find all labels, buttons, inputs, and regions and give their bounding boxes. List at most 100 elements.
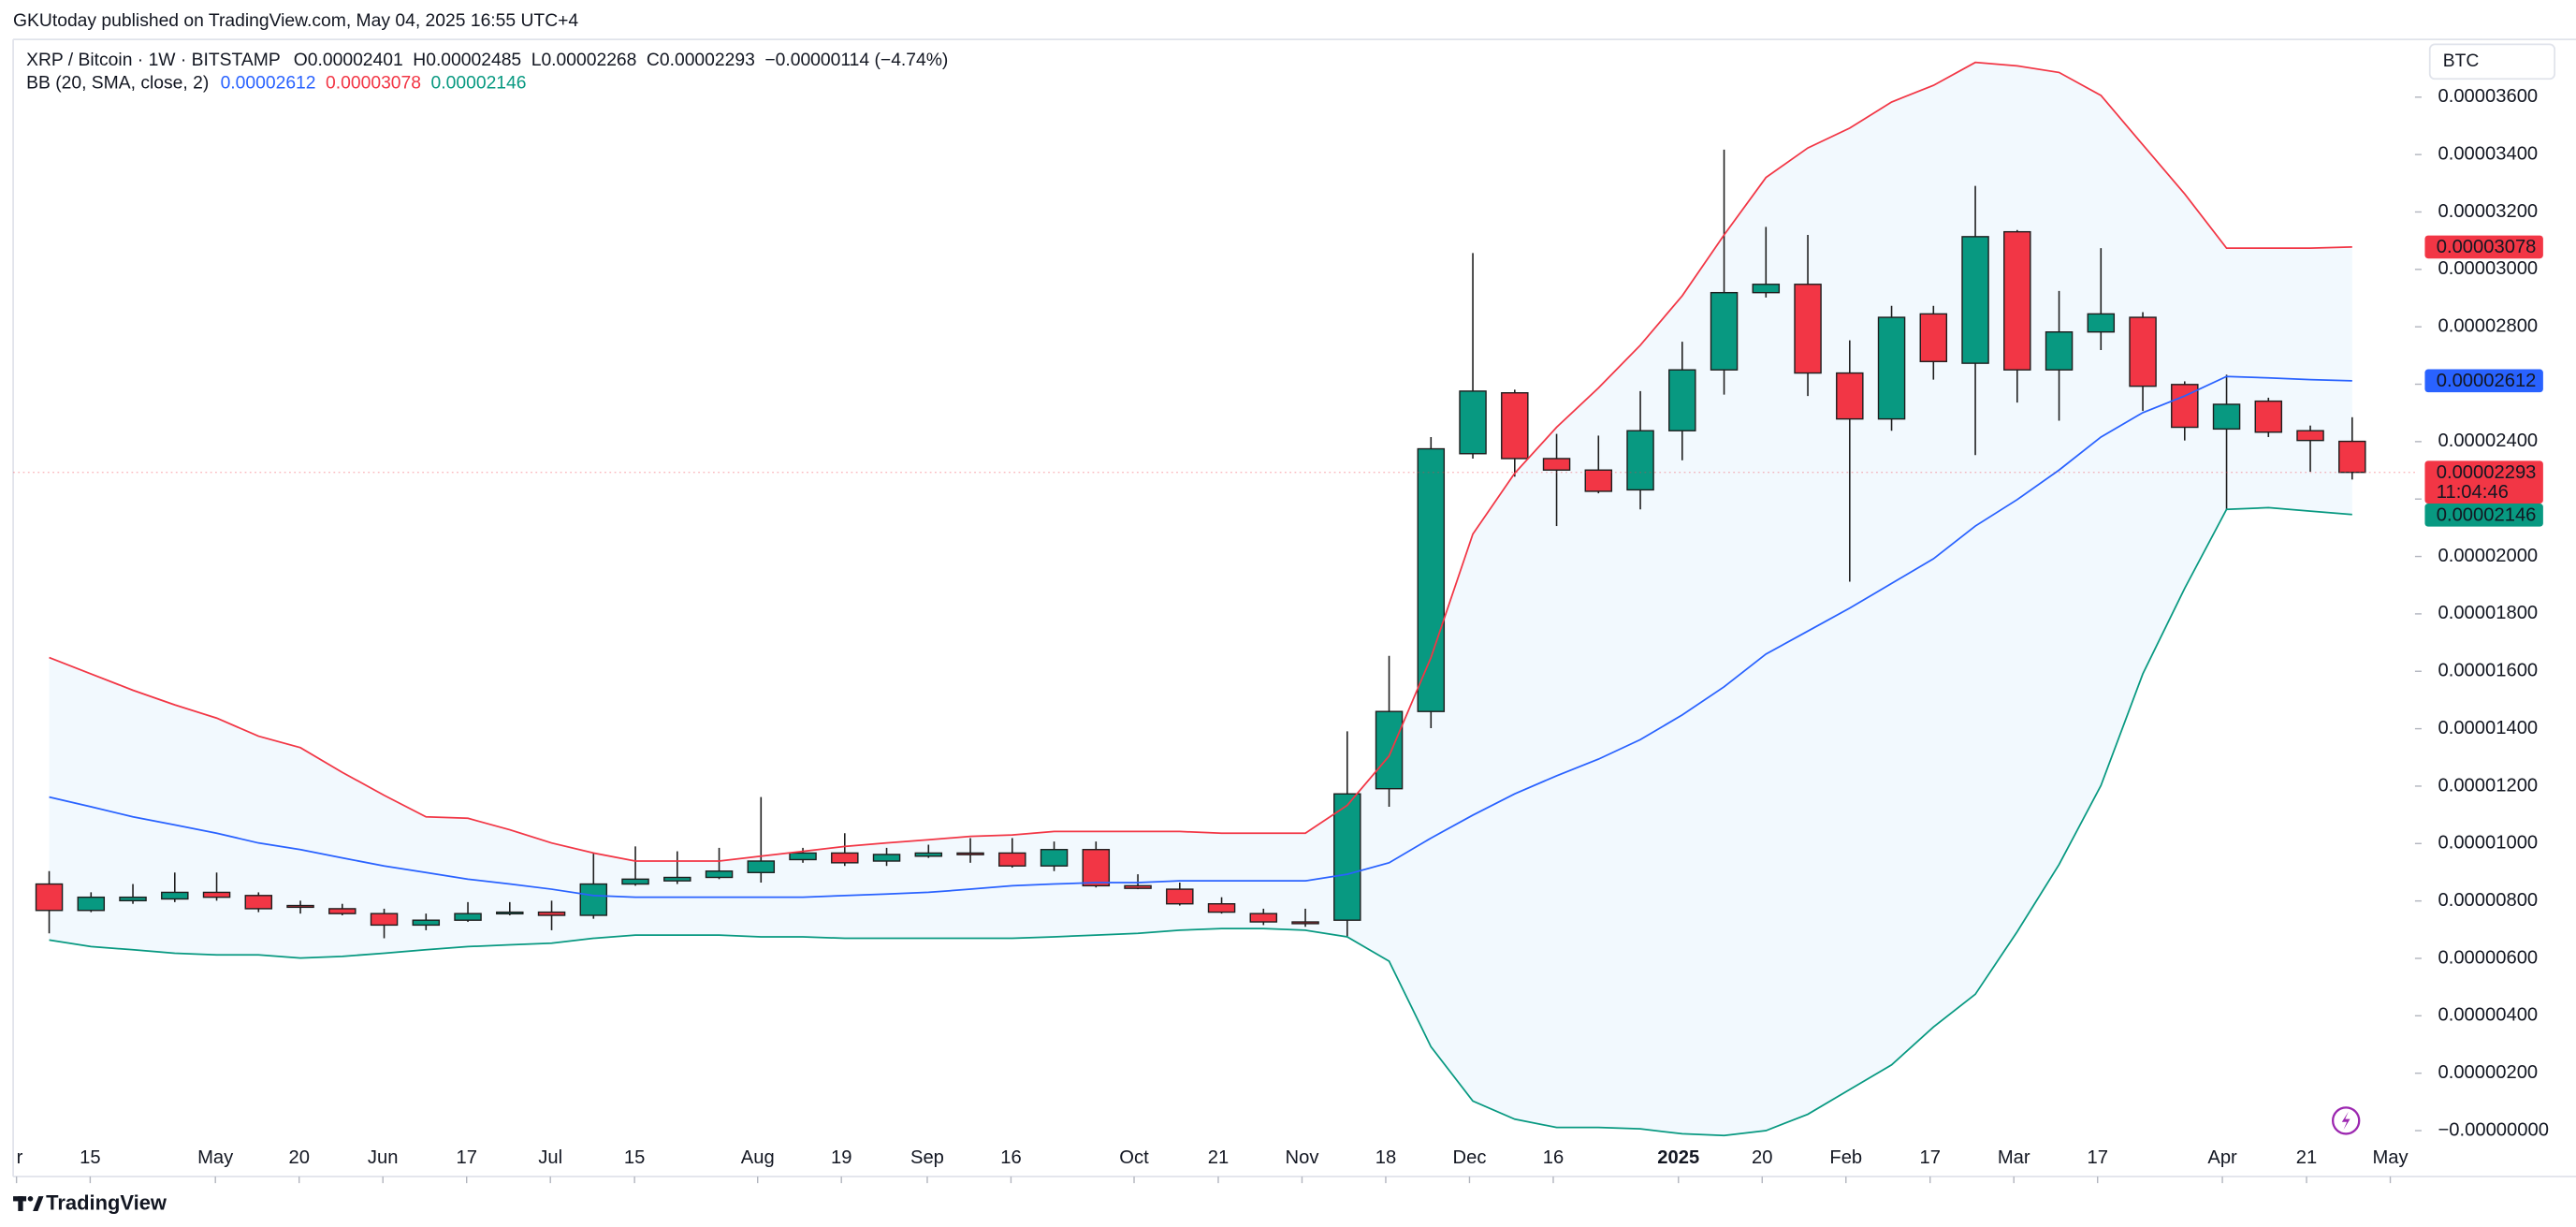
price-tag-label: 0.00002612	[2437, 371, 2537, 391]
candle-body	[872, 854, 901, 862]
x-tick-label: 20	[1752, 1147, 1772, 1168]
x-tick-label: 2025	[1657, 1147, 1699, 1168]
candle-body	[454, 913, 482, 921]
y-tick-label: −0.00000000	[2438, 1119, 2549, 1140]
candle-body	[2087, 313, 2116, 333]
candle-body	[1082, 849, 1111, 887]
candle-body	[412, 919, 441, 927]
attribution: GKUtoday published on TradingView.com, M…	[13, 11, 578, 31]
price-tag	[2424, 460, 2543, 504]
y-tick-label: 0.00001200	[2438, 775, 2539, 796]
candle-body	[789, 852, 817, 861]
price-tag	[2424, 235, 2543, 259]
candle-body	[2045, 330, 2074, 371]
candle-body	[1417, 447, 1446, 712]
candle-body	[2129, 316, 2157, 387]
candle-body	[1459, 390, 1487, 455]
candle-body	[161, 891, 189, 900]
logo-text: TradingView	[46, 1191, 167, 1215]
candle-body	[998, 852, 1026, 867]
currency[interactable]: BTC	[2443, 51, 2480, 71]
candle-body	[244, 895, 273, 910]
logo-slash	[33, 1196, 44, 1211]
x-tick-label: Dec	[1453, 1147, 1487, 1168]
y-tick-label: 0.00000400	[2438, 1005, 2539, 1026]
ohlc-low: L0.00002268	[531, 51, 637, 70]
alert-icon[interactable]	[2331, 1106, 2361, 1135]
x-tick-label: May	[2372, 1147, 2409, 1168]
candle-body	[537, 911, 566, 916]
indicator-name: BB (20, SMA, close, 2)	[26, 74, 209, 94]
ohlc-close: C0.00002293	[647, 51, 755, 70]
candle-body	[2212, 403, 2241, 431]
candle-body	[1207, 903, 1236, 913]
candle-body	[747, 860, 776, 873]
candle-body	[705, 870, 734, 879]
candle-body	[1124, 884, 1152, 889]
alert-bolt[interactable]	[2341, 1111, 2350, 1131]
candle-body	[328, 908, 357, 914]
candle-body	[2003, 230, 2031, 371]
legend-value: 0.00003078	[326, 74, 421, 94]
x-tick-label: 18	[1375, 1147, 1396, 1168]
candle-body	[1291, 921, 1319, 925]
candle-body	[1877, 316, 1906, 420]
currency-box[interactable]	[2428, 43, 2556, 80]
x-tick-label: 21	[1208, 1147, 1229, 1168]
logo: TradingView	[13, 1191, 167, 1215]
candle-body	[77, 896, 106, 912]
candle-body	[286, 904, 314, 909]
legend-value: 0.00002612	[221, 74, 316, 94]
price-tag	[2424, 369, 2543, 393]
ohlc-change: −0.00000114 (−4.74%)	[764, 51, 948, 70]
x-tick-label: 15	[624, 1147, 645, 1168]
x-tick-label: 17	[2087, 1147, 2107, 1168]
legend-value: 0.00002146	[431, 74, 527, 94]
y-tick-label: 0.00001800	[2438, 603, 2539, 623]
candle-body	[1710, 291, 1739, 371]
candle-body	[1166, 888, 1194, 905]
x-tick-label: 15	[80, 1147, 100, 1168]
candle-body	[119, 896, 147, 902]
alert-circle[interactable]	[2331, 1106, 2361, 1135]
band-fill	[49, 62, 2352, 1136]
candle-body	[1542, 458, 1571, 471]
band-line	[49, 506, 2352, 1137]
candle-body	[370, 913, 399, 927]
y-tick-label: 0.00003400	[2438, 143, 2539, 164]
candle-body	[1501, 392, 1529, 460]
y-tick-label: 0.00001400	[2438, 718, 2539, 738]
price-tag-label: 0.00002146	[2437, 505, 2537, 526]
candle-body	[1333, 793, 1361, 921]
countdown: 11:04:46	[2437, 482, 2509, 503]
y-tick-label: 0.00003000	[2438, 258, 2539, 279]
candle-body	[1836, 372, 1864, 420]
candle-body	[1249, 913, 1278, 923]
candle-body	[956, 852, 984, 855]
logo-dot	[27, 1195, 34, 1202]
x-tick-label: Apr	[2207, 1147, 2237, 1168]
candle-body	[663, 876, 691, 882]
candle-body	[621, 878, 649, 885]
y-tick-label: 0.00002000	[2438, 546, 2539, 566]
x-tick-label: Aug	[741, 1147, 775, 1168]
price-tag-label: 0.00002293	[2437, 462, 2537, 483]
x-tick-label: Oct	[1119, 1147, 1149, 1168]
x-tick-label: Sep	[910, 1147, 944, 1168]
ohlc-open: O0.00002401	[294, 51, 403, 70]
y-tick-label: 0.00003600	[2438, 86, 2539, 107]
candle-body	[2254, 400, 2283, 433]
x-tick-label: 21	[2296, 1147, 2317, 1168]
candle-body	[914, 852, 943, 857]
y-tick-label: 0.00002800	[2438, 316, 2539, 337]
candle-body	[579, 883, 608, 916]
y-tick-label: 0.00000200	[2438, 1062, 2539, 1083]
logo-stem	[18, 1196, 23, 1211]
x-tick-label: 17	[1919, 1147, 1940, 1168]
x-tick-label: 20	[288, 1147, 309, 1168]
x-tick-label: Feb	[1829, 1147, 1862, 1168]
y-tick-label: 0.00001600	[2438, 661, 2539, 681]
